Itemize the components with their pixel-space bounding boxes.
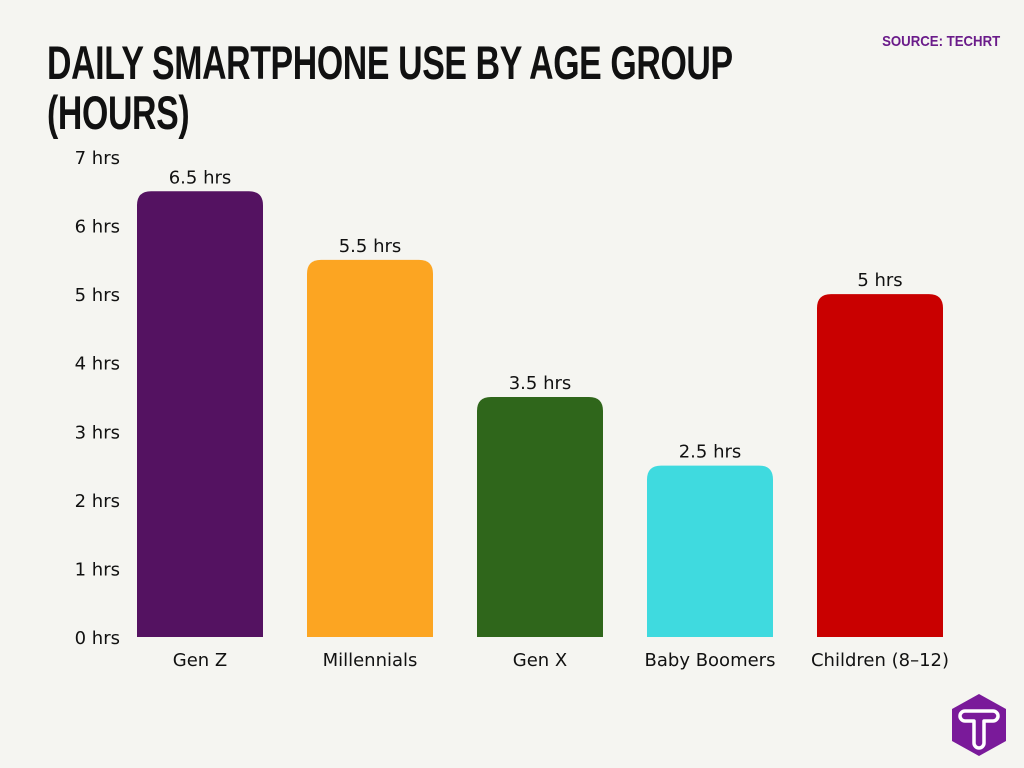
data-label: 6.5 hrs [169,167,232,188]
x-tick-label: Millennials [323,650,418,671]
data-label: 5.5 hrs [339,236,402,257]
techrt-logo-icon [952,694,1006,756]
source-label: SOURCE: TECHRT [881,33,1000,50]
y-tick-label: 7 hrs [75,148,120,169]
x-tick-label: Children (8–12) [811,650,949,671]
y-tick-label: 5 hrs [75,285,120,306]
bar-2 [477,397,603,637]
x-tick-label: Gen X [513,650,567,671]
x-tick-label: Gen Z [173,650,227,671]
chart-title: DAILY SMARTPHONE USE BY AGE GROUP (HOURS… [47,38,733,138]
data-label: 2.5 hrs [679,442,742,463]
y-tick-label: 2 hrs [75,491,120,512]
y-tick-label: 3 hrs [75,422,120,443]
title-line-2: (HOURS) [47,86,190,139]
bar-0 [137,191,263,638]
x-tick-label: Baby Boomers [645,650,776,671]
data-label: 5 hrs [857,270,902,291]
title-line-1: DAILY SMARTPHONE USE BY AGE GROUP [47,36,733,89]
y-tick-label: 6 hrs [75,217,120,238]
y-tick-label: 0 hrs [75,628,120,649]
data-label: 3.5 hrs [509,373,572,394]
y-tick-label: 1 hrs [75,559,120,580]
bar-1 [307,259,433,637]
bar-3 [647,465,773,637]
bar-4 [817,294,943,637]
y-tick-label: 4 hrs [75,354,120,375]
